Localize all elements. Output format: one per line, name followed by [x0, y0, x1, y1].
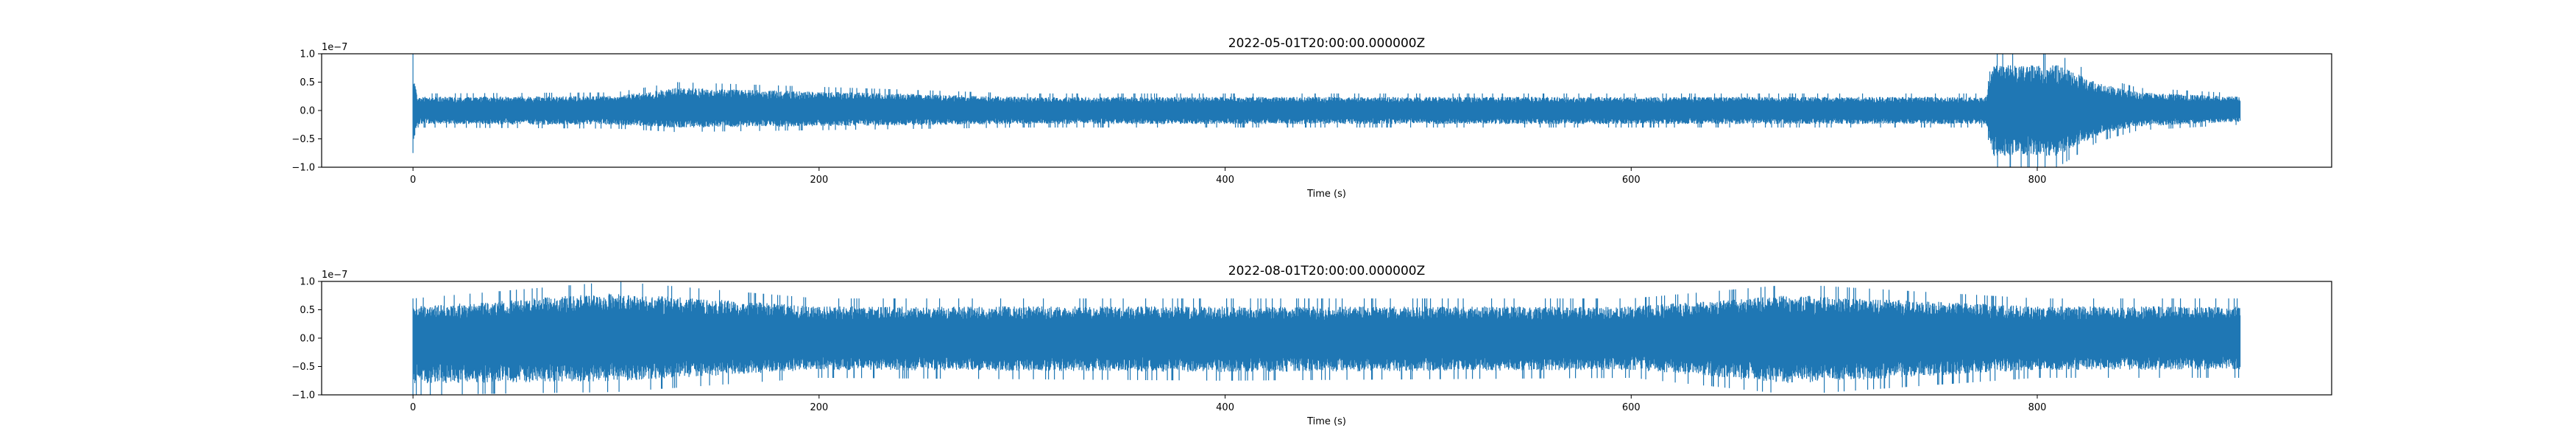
panel-1-plot-area	[412, 54, 2241, 167]
panel-2: 2022-08-01T20:00:00.000000Z 1e−7 0 200 400…	[291, 264, 2332, 427]
panel-1-y-ticks: 1.0 0.5 0.0 −0.5 −1.0	[291, 49, 322, 174]
y-tick-label: 0.0	[300, 106, 315, 117]
panel-1: 2022-05-01T20:00:00.000000Z 1e−7 0 200 400…	[291, 36, 2332, 200]
y-tick-label: −0.5	[291, 362, 315, 373]
panel-2-plot-area	[412, 281, 2241, 395]
x-tick-label: 200	[810, 402, 828, 413]
x-tick-label: 400	[1216, 175, 1234, 186]
x-tick-label: 400	[1216, 402, 1234, 413]
panel-1-x-ticks: 0 200 400 600 800	[410, 167, 2046, 186]
panel-2-title: 2022-08-01T20:00:00.000000Z	[1228, 264, 1425, 278]
panel-2-x-ticks: 0 200 400 600 800	[410, 395, 2046, 413]
panel-1-title: 2022-05-01T20:00:00.000000Z	[1228, 36, 1425, 51]
waveform-trace	[412, 54, 2241, 167]
panel-2-y-offset-label: 1e−7	[322, 270, 347, 281]
y-tick-label: −0.5	[291, 134, 315, 145]
x-tick-label: 800	[2028, 402, 2047, 413]
y-tick-label: 1.0	[300, 49, 315, 60]
y-tick-label: −1.0	[291, 163, 315, 174]
waveform-trace	[412, 281, 2241, 395]
x-tick-label: 600	[1622, 402, 1641, 413]
y-tick-label: −1.0	[291, 390, 315, 401]
x-tick-label: 800	[2028, 175, 2047, 186]
y-tick-label: 0.5	[300, 77, 315, 88]
x-tick-label: 600	[1622, 175, 1641, 186]
x-tick-label: 0	[410, 175, 416, 186]
x-tick-label: 0	[410, 402, 416, 413]
panel-1-x-axis-label: Time (s)	[1306, 189, 1346, 200]
y-tick-label: 0.0	[300, 334, 315, 345]
panel-2-x-axis-label: Time (s)	[1306, 416, 1346, 427]
panel-1-axes-frame	[321, 53, 2332, 168]
panel-2-y-ticks: 1.0 0.5 0.0 −0.5 −1.0	[291, 277, 322, 401]
panel-2-axes-frame	[321, 281, 2332, 396]
y-tick-label: 0.5	[300, 305, 315, 316]
x-tick-label: 200	[810, 175, 828, 186]
panel-1-y-offset-label: 1e−7	[322, 42, 347, 53]
y-tick-label: 1.0	[300, 277, 315, 288]
